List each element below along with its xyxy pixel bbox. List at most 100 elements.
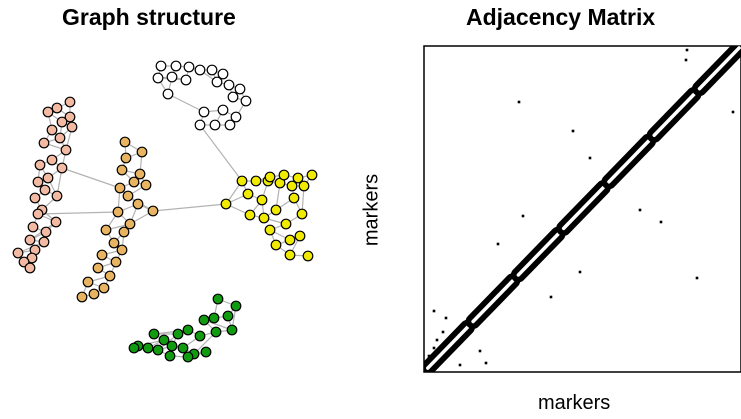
matrix-x-axis-label: markers	[538, 392, 611, 414]
matrix-entry	[588, 156, 592, 160]
matrix-entry	[638, 208, 642, 212]
graph-node	[98, 282, 110, 294]
graph-node	[76, 291, 88, 303]
graph-node	[280, 218, 292, 230]
graph-node	[236, 175, 248, 187]
graph-node	[116, 244, 128, 256]
graph-node	[64, 111, 76, 123]
graph-node	[234, 83, 246, 95]
matrix-entry	[659, 220, 663, 224]
graph-node	[140, 179, 152, 191]
graph-node	[172, 328, 184, 340]
graph-node	[82, 276, 94, 288]
graph-node	[224, 119, 236, 131]
graph-node	[122, 190, 134, 202]
graph-node	[132, 198, 144, 210]
graph-node	[128, 176, 140, 188]
graph-node	[210, 326, 222, 338]
graph-node	[40, 226, 52, 238]
graph-node-cluster	[152, 60, 252, 131]
graph-node	[152, 344, 164, 356]
matrix-sparse-entries	[427, 48, 735, 367]
graph-node	[208, 312, 220, 324]
graph-node	[12, 247, 24, 259]
graph-node	[118, 226, 130, 238]
graph-node	[250, 175, 262, 187]
matrix-entry	[549, 295, 553, 299]
graph-node	[29, 192, 41, 204]
matrix-entry	[695, 276, 699, 280]
graph-node	[286, 180, 298, 192]
graph-node	[296, 208, 308, 220]
graph-node	[124, 218, 136, 230]
matrix-block-core	[561, 185, 605, 231]
graph-node	[119, 136, 131, 148]
matrix-block-core	[652, 92, 696, 137]
graph-node	[284, 249, 296, 261]
matrix-entry	[517, 100, 521, 104]
adjacency-matrix-title: Adjacency Matrix	[466, 4, 656, 30]
graph-node	[198, 314, 210, 326]
matrix-entry	[685, 48, 689, 52]
graph-node	[46, 124, 58, 136]
graph-node	[120, 152, 132, 164]
matrix-entry	[441, 330, 445, 334]
graph-node	[240, 95, 252, 107]
graph-node	[182, 324, 194, 336]
graph-node	[42, 172, 54, 184]
graph-structure-plot	[12, 60, 318, 363]
matrix-entry	[432, 346, 436, 350]
graph-node	[256, 194, 268, 206]
graph-node	[88, 288, 100, 300]
graph-node	[136, 146, 148, 158]
adjacency-matrix-plot	[423, 45, 741, 373]
matrix-entry	[496, 242, 500, 246]
graph-node	[116, 164, 128, 176]
graph-node	[128, 342, 140, 354]
graph-node	[194, 64, 206, 76]
matrix-entry	[484, 361, 488, 365]
graph-node	[244, 209, 256, 221]
graph-bridge-edge	[37, 211, 119, 215]
graph-node-cluster	[12, 96, 78, 274]
graph-node	[166, 71, 178, 83]
matrix-entry	[571, 129, 575, 133]
graph-node	[104, 270, 116, 282]
graph-node	[46, 154, 58, 166]
graph-node	[209, 119, 221, 131]
matrix-diagonal-band	[424, 46, 741, 372]
graph-node-cluster	[220, 169, 318, 262]
graph-node	[306, 169, 318, 181]
graph-node	[212, 293, 224, 305]
matrix-block-core	[426, 325, 470, 370]
graph-node	[182, 351, 194, 363]
graph-node-cluster	[128, 293, 242, 363]
matrix-entry	[478, 349, 482, 353]
graph-node	[227, 91, 239, 103]
graph-node	[96, 249, 108, 261]
graph-node	[258, 212, 270, 224]
graph-node-cluster	[76, 136, 159, 303]
graph-node	[288, 192, 300, 204]
graph-node	[177, 342, 189, 354]
graph-node	[211, 76, 223, 88]
graph-node	[50, 216, 62, 228]
graph-node	[298, 180, 310, 192]
graph-node	[114, 182, 126, 194]
graph-node	[142, 342, 154, 354]
graph-node	[180, 74, 192, 86]
matrix-entry	[731, 110, 735, 114]
graph-node	[226, 324, 238, 336]
graph-node	[32, 208, 44, 220]
graph-node	[284, 234, 296, 246]
graph-node	[27, 221, 39, 233]
graph-node	[152, 72, 164, 84]
graph-node	[51, 190, 63, 202]
graph-node	[183, 61, 195, 73]
graph-node	[194, 119, 206, 131]
matrix-block-core	[697, 46, 741, 91]
graph-node	[39, 184, 51, 196]
matrix-block-core	[516, 232, 560, 277]
graph-node	[220, 198, 232, 210]
